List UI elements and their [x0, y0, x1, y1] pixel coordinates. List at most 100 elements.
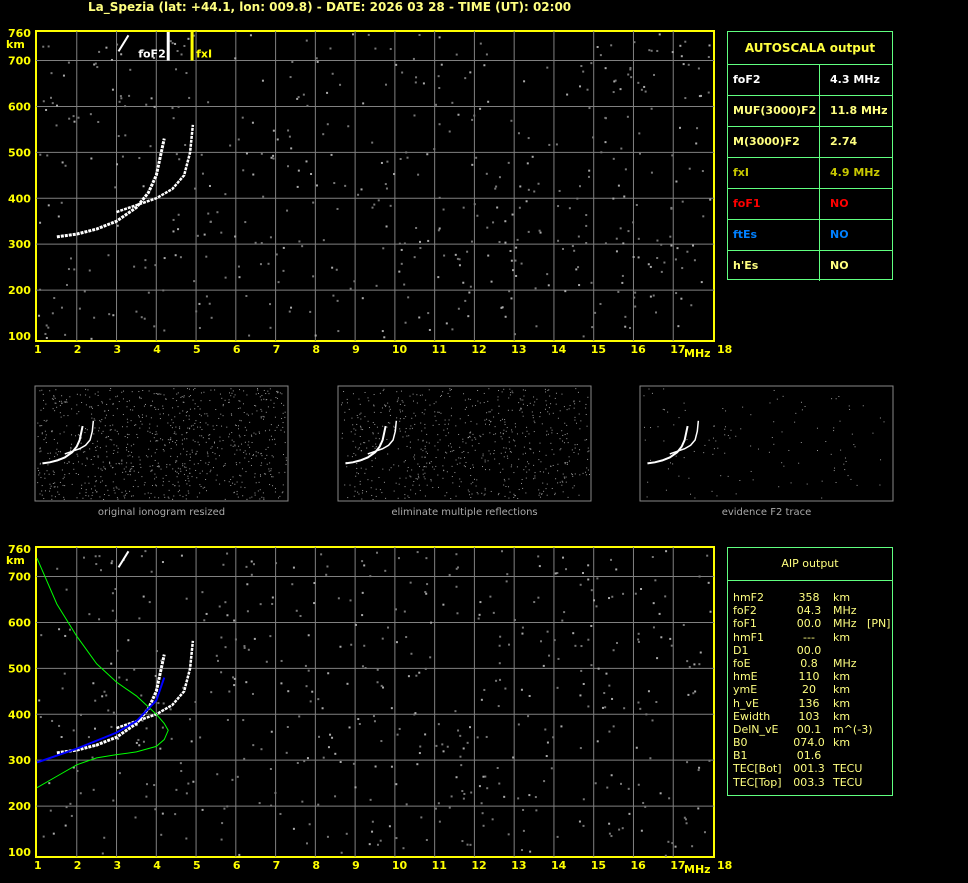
thumbnail-noise — [59, 481, 61, 483]
thumbnail-noise — [375, 437, 377, 439]
noise-point — [487, 100, 490, 103]
noise-point — [349, 287, 352, 290]
noise-point — [683, 816, 686, 819]
x-axis-label: MHz — [684, 347, 711, 360]
thumbnail-noise — [375, 495, 377, 497]
noise-point — [140, 316, 143, 319]
noise-point — [649, 265, 652, 268]
noise-point — [111, 592, 114, 595]
thumbnail-noise — [156, 448, 158, 450]
noise-point — [650, 107, 653, 110]
noise-point — [373, 203, 376, 206]
thumbnail-noise — [39, 425, 41, 427]
thumbnail-noise — [422, 473, 424, 475]
noise-point — [243, 646, 246, 649]
thumbnail-noise — [716, 495, 718, 497]
noise-point — [693, 259, 696, 262]
noise-point — [237, 265, 240, 268]
thumbnail-noise — [40, 450, 42, 452]
noise-point — [637, 701, 640, 704]
thumbnail-noise — [448, 432, 450, 434]
thumbnail-noise — [86, 458, 88, 460]
thumbnail-noise — [835, 482, 837, 484]
thumbnail-noise — [566, 463, 568, 465]
thumbnail-noise — [251, 435, 253, 437]
thumbnail-noise — [226, 426, 228, 428]
thumbnail-noise — [130, 470, 132, 472]
thumbnail-noise — [99, 447, 101, 449]
thumbnail-noise — [406, 470, 408, 472]
noise-point — [627, 230, 630, 233]
noise-point — [384, 569, 387, 572]
noise-point — [615, 250, 618, 253]
thumbnail-noise — [97, 394, 99, 396]
noise-point — [660, 243, 663, 246]
thumbnail-noise — [234, 453, 236, 455]
thumbnail-noise — [511, 429, 513, 431]
thumbnail-noise — [165, 398, 167, 400]
noise-point — [437, 802, 440, 805]
thumbnail-noise — [179, 494, 181, 496]
noise-point — [511, 213, 514, 216]
thumbnail-noise — [443, 429, 445, 431]
y-tick-label: 760 — [8, 543, 31, 556]
noise-point — [400, 248, 403, 251]
x-tick-label: 7 — [273, 343, 281, 356]
thumbnail-noise — [565, 476, 567, 478]
noise-point — [590, 281, 593, 284]
noise-point — [405, 151, 408, 154]
thumbnail-noise — [188, 480, 190, 482]
noise-point — [47, 204, 50, 207]
thumbnail-noise — [157, 465, 159, 467]
aip-value: 0.8 — [800, 656, 818, 670]
thumbnail-noise — [447, 423, 449, 425]
thumbnail-noise — [236, 493, 238, 495]
noise-point — [587, 564, 590, 567]
thumbnail-noise — [212, 425, 214, 427]
noise-point — [526, 162, 529, 165]
thumbnail-noise — [484, 469, 486, 471]
noise-point — [574, 644, 577, 647]
thumbnail-noise — [488, 450, 490, 452]
thumbnail-noise — [519, 398, 521, 400]
thumbnail-noise — [239, 407, 241, 409]
noise-point — [692, 692, 695, 695]
thumbnail-noise — [372, 432, 374, 434]
thumbnail-noise — [446, 471, 448, 473]
thumbnail-noise — [246, 413, 248, 415]
thumbnail-noise — [715, 440, 717, 442]
thumbnail-noise — [476, 423, 478, 425]
noise-point — [312, 275, 315, 278]
x-tick-label: 15 — [591, 859, 606, 872]
thumbnail-noise — [872, 432, 874, 434]
thumbnail-noise — [577, 391, 579, 393]
aip-unit: MHz [PN] — [833, 617, 891, 631]
thumbnail-noise — [149, 440, 151, 442]
noise-point — [496, 766, 499, 769]
thumbnail-noise — [255, 433, 257, 435]
noise-point — [651, 719, 654, 722]
noise-point — [645, 713, 648, 716]
aip-key: TEC[Top] — [733, 775, 782, 789]
thumbnail-noise — [516, 466, 518, 468]
noise-point — [272, 157, 275, 160]
noise-point — [543, 780, 546, 783]
noise-point — [437, 75, 440, 78]
thumbnail-noise — [546, 494, 548, 496]
noise-point — [233, 677, 236, 680]
thumbnail-noise — [424, 495, 426, 497]
noise-point — [129, 68, 132, 71]
thumbnail-noise — [71, 443, 73, 445]
noise-point — [330, 153, 333, 156]
thumbnail-noise — [78, 434, 80, 436]
thumbnail-noise — [66, 425, 68, 427]
noise-point — [386, 160, 389, 163]
thumbnail-noise — [434, 415, 436, 417]
thumbnail-noise — [404, 460, 406, 462]
thumbnail-noise — [202, 437, 204, 439]
noise-point — [207, 212, 210, 215]
thumbnail-noise — [417, 473, 419, 475]
noise-point — [507, 161, 510, 164]
thumbnail-noise — [510, 466, 512, 468]
thumbnail-noise — [367, 397, 369, 399]
